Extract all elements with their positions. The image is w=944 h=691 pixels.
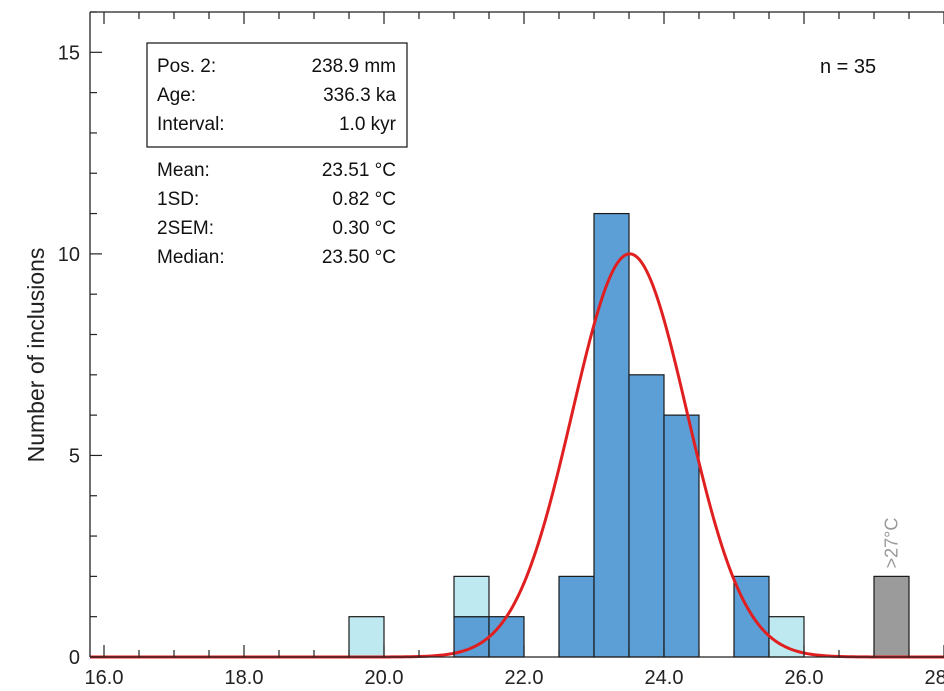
x-tick-label: 16.0: [85, 667, 124, 689]
stats-value: 0.30 °C: [332, 218, 396, 239]
stats-box-value: 336.3 ka: [323, 85, 396, 106]
stats-value: 0.82 °C: [332, 189, 396, 210]
y-tick-label: 5: [69, 445, 80, 467]
x-tick-label: 22.0: [505, 667, 544, 689]
stats-info-box: [146, 42, 408, 148]
stats-text: Mean: 23.51 °C 1SD: 0.82 °C 2SEM: 0.30 °C Medi…: [157, 160, 396, 268]
x-tick-label: 26.0: [785, 667, 824, 689]
stats-box-text: Pos. 2: 238.9 mm Age: 336.3 ka Interval: 1.0 …: [157, 56, 397, 135]
y-tick-labels: 0 5 10 15: [58, 42, 80, 669]
histogram-bar: [348, 616, 385, 658]
stats-box-value: 1.0 kyr: [339, 114, 397, 135]
stats-box-label: Interval:: [157, 114, 225, 135]
stats-box-label: Pos. 2:: [157, 56, 216, 77]
y-axis-title: Number of inclusions: [23, 248, 49, 463]
stats-box-value: 238.9 mm: [312, 56, 396, 77]
n-count-label: n = 35: [820, 56, 876, 78]
stats-label: 1SD:: [157, 189, 199, 210]
stats-value: 23.50 °C: [322, 247, 396, 268]
histogram-bar: [453, 616, 490, 658]
x-tick-label: 24.0: [645, 667, 684, 689]
bars-group: [348, 212, 910, 658]
histogram-bar: [453, 575, 490, 618]
histogram-bar: [558, 575, 595, 658]
histogram-bar: [873, 575, 910, 658]
stats-label: 2SEM:: [157, 218, 214, 239]
y-tick-label: 15: [58, 42, 80, 64]
histogram-bar: [663, 414, 700, 658]
axis-ticks: [90, 11, 944, 658]
stats-box-label: Age:: [157, 85, 196, 106]
x-tick-labels: 16.0 18.0 20.0 22.0 24.0 26.0 28.0: [85, 667, 944, 689]
stats-label: Median:: [157, 247, 225, 268]
x-tick-label: 28.0: [925, 667, 944, 689]
y-tick-label: 10: [58, 244, 80, 266]
histogram-bar: [488, 616, 525, 658]
gaussian-fit-curve: [90, 252, 944, 659]
histogram-bar: [628, 374, 665, 658]
y-tick-label: 0: [69, 647, 80, 669]
overflow-label: >27°C: [882, 518, 902, 569]
histogram-bar: [593, 212, 630, 658]
stats-label: Mean:: [157, 160, 210, 181]
plot-frame: [89, 11, 944, 658]
stats-value: 23.51 °C: [322, 160, 396, 181]
x-tick-label: 20.0: [365, 667, 404, 689]
x-tick-label: 18.0: [225, 667, 264, 689]
